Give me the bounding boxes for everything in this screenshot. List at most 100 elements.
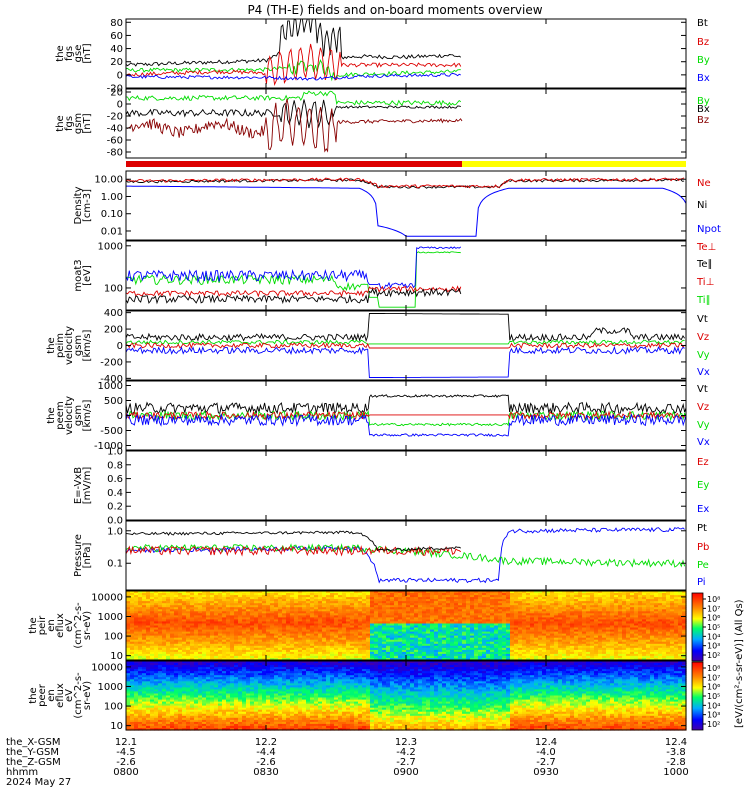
legend-efield-Ey: Ey [697,480,709,491]
y-label-density: [cm-3] [82,189,93,222]
series-electron-velocity-Vt [125,394,687,415]
y-tick-label-electron-velocity: -500 [100,426,123,437]
y-label-temperature: moat3 [73,259,84,291]
y-tick-label-efield: 0.6 [107,474,123,485]
legend-temperature-Te⊥: Te⊥ [696,242,716,253]
y-tick-label-fgs-gsm: -40 [107,124,123,135]
legend-fgs-gsm-Bz: Bz [697,115,709,126]
y-tick-label-electron-velocity: 0 [117,411,123,422]
x-col4-hhmm: 1000 [663,767,688,778]
y-label-density: Density [73,186,84,224]
legend-temperature-Ti⊥: Ti⊥ [696,277,714,288]
y-tick-label-efield: 0.2 [107,502,123,513]
legend-pressure-Pt: Pt [697,523,707,534]
series-temperature-Te-perp [125,285,462,298]
y-label-fgs-gse: [nT] [82,43,93,63]
x-col2-ygsm: -4.2 [396,747,416,758]
y-label-fgs-gse: the [55,45,66,61]
y-label-ion-spectrogram: the [28,617,39,633]
y-tick-label-ion-spectrogram: 10000 [91,592,123,603]
x-col1-hhmm: 0830 [253,767,278,778]
series-ion-velocity-Vz [125,342,685,350]
x-col0-ygsm: -4.5 [116,747,136,758]
y-tick-label-fgs-gse: 60 [110,31,123,42]
series-fgs-gsm-By [125,90,462,107]
x-col3-ygsm: -4.0 [536,747,556,758]
y-tick-label-electron-velocity: -1000 [94,441,123,452]
series-pressure-Pb [125,545,462,557]
panel-frame-pressure [125,520,687,591]
y-tick-label-density: 10.00 [94,175,123,186]
y-label-ion-velocity: [km/s] [82,329,93,361]
legend-ion-velocity-Vt: Vt [697,314,708,325]
series-ion-velocity-Vx [125,345,685,378]
legend-efield-Ez: Ez [697,457,709,468]
y-tick-label-ion-velocity: 200 [104,325,123,336]
colorbar-tick-label: 10⁷ [707,673,720,682]
y-label-electron-velocity: velocity [64,396,75,435]
y-tick-label-temperature: 1000 [98,241,123,252]
series-fgs-gsm-Bz [125,98,463,153]
y-tick-label-ion-spectrogram: 10 [110,651,123,662]
y-tick-label-ion-velocity: 400 [104,308,123,319]
line-plots [125,18,687,584]
legend-pressure-Pb: Pb [697,542,709,553]
series-fgs-gse-Bx [125,72,461,81]
series-ion-velocity-Vt [125,313,685,343]
panel-frame-ion-velocity [125,310,687,381]
x-col1-zgsm: -2.6 [256,757,276,768]
colorbar-tick-label: 10² [707,720,720,729]
y-tick-label-ion-velocity: -400 [100,374,123,385]
y-label-temperature: [eV] [82,265,93,286]
y-tick-label-pressure: 0.1 [107,559,123,570]
legend-electron-velocity-Vt: Vt [697,384,708,395]
series-fgs-gsm-Bx [125,99,461,129]
y-tick-label-electron-spectrogram: 10000 [91,662,123,673]
y-tick-label-electron-spectrogram: 10 [110,721,123,732]
x-col3-hhmm: 0930 [533,767,558,778]
legend-fgs-gsm-By: By [697,96,710,107]
panel-frame-efield [125,450,687,521]
legend-electron-velocity-Vz: Vz [697,402,709,413]
x-col1-ygsm: -4.4 [256,747,276,758]
legend-fgs-gse-Bx: Bx [697,73,710,84]
series-temperature-Te-par [125,287,462,305]
legend-pressure-Pi: Pi [697,577,706,588]
panel-frame-fgs-gsm [125,88,687,159]
colorbar-tick-label: 10⁴ [707,632,720,641]
x-col0-zgsm: -2.6 [116,757,136,768]
y-label-electron-velocity: gsm [73,405,84,426]
y-label-electron-velocity: the [46,407,57,423]
y-label-ion-spectrogram: sr-eV) [82,611,93,640]
y-label-pressure: [nPa] [82,542,93,568]
y-tick-label-pressure: 1.0 [107,526,123,537]
y-label-ion-velocity: peim [55,333,66,358]
legend-efield-Ex: Ex [697,504,709,515]
legend-electron-velocity-Vx: Vx [697,437,710,448]
legend-pressure-Pe: Pe [697,560,709,571]
series-density-Ne [125,177,685,189]
y-tick-label-efield: 0.0 [107,516,123,527]
legend-density-Npot: Npot [697,224,721,235]
colorbar-tick-label: 10⁵ [707,692,720,701]
axes: 806040200-20thefgsgse[nT]BtBzByBx200-20-… [28,18,721,732]
y-tick-label-fgs-gse: 80 [110,18,123,29]
series-pressure-Pe [125,543,686,568]
series-temperature-Ti-par [125,251,461,308]
x-col4-ygsm: -3.8 [666,747,686,758]
x-col1-xgsm: 12.2 [255,737,277,748]
electron-spectrogram-image [126,661,687,731]
colorbar-label: [eV/(cm²-s-sr-eV)] (All Qs) [734,599,745,728]
legend-ion-velocity-Vz: Vz [697,332,709,343]
y-label-ion-velocity: velocity [64,326,75,365]
x-col0-xgsm: 12.1 [115,737,137,748]
y-tick-label-fgs-gsm: 0 [117,100,123,111]
x-row-label-hhmm: hhmm [6,767,38,778]
y-label-ion-spectrogram: eV [64,619,75,632]
y-label-electron-spectrogram: the [28,687,39,703]
series-pressure-Pi [125,526,685,584]
series-pressure-Pt [125,530,462,552]
colorbar-tick-label: 10⁴ [707,701,720,710]
legend-fgs-gse-Bt: Bt [697,18,708,29]
y-tick-label-fgs-gse: -20 [107,84,123,95]
